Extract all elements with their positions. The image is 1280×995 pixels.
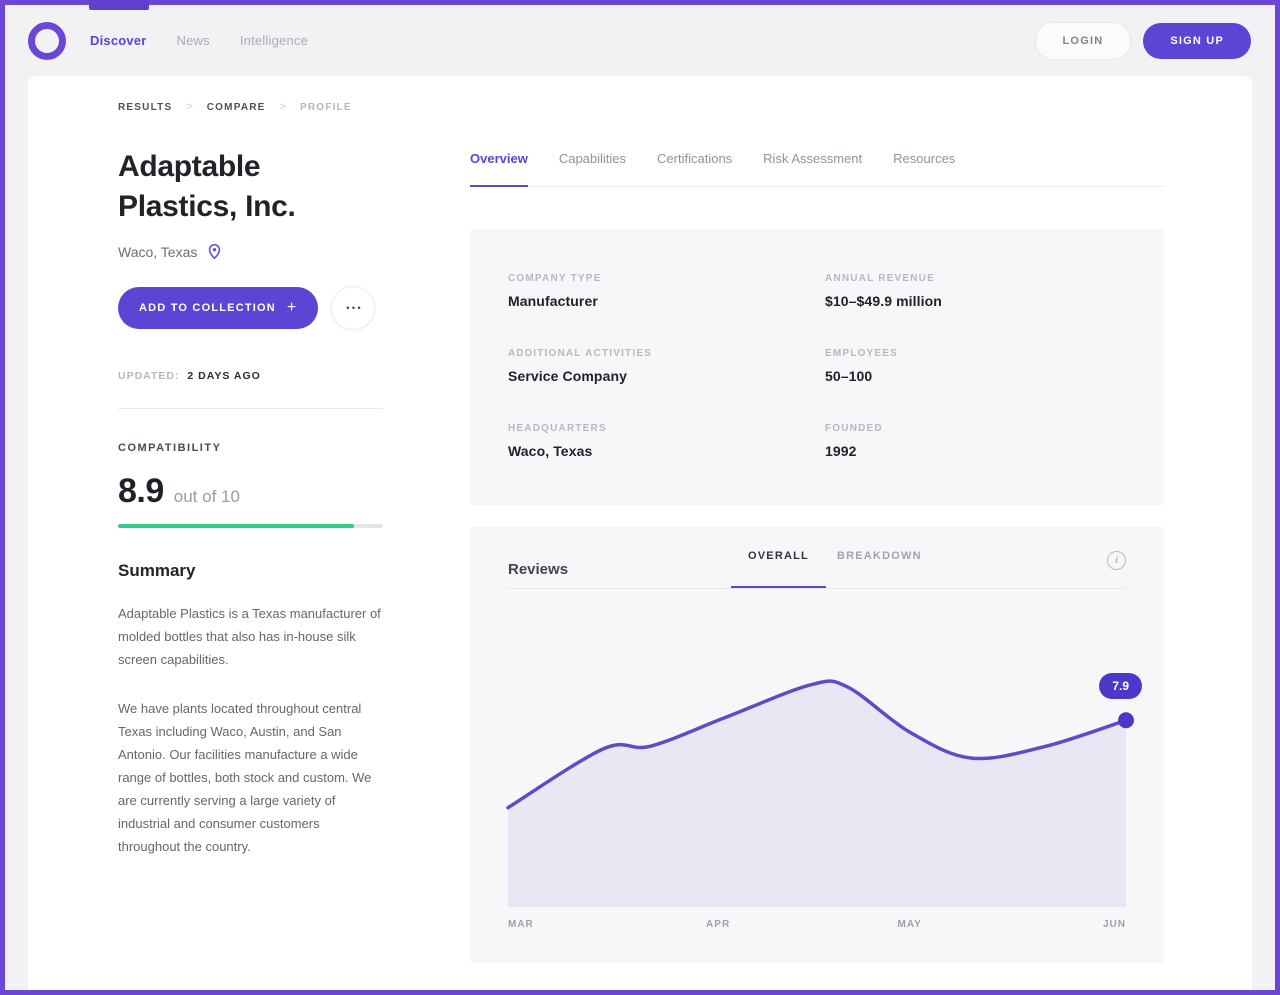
location-pin-icon[interactable] (206, 243, 223, 260)
field-label: FOUNDED (825, 423, 883, 434)
active-nav-indicator (89, 0, 149, 10)
review-trend-line (506, 679, 1128, 810)
breadcrumb: RESULTS > COMPARE > PROFILE (118, 101, 1164, 113)
updated-label: UPDATED: (118, 370, 180, 382)
tab-resources[interactable]: Resources (893, 151, 956, 166)
detail-field-company-type: COMPANY TYPE Manufacturer (508, 273, 825, 309)
info-icon[interactable]: i (1107, 550, 1126, 570)
updated-status: UPDATED: 2 DAYS AGO (118, 370, 383, 382)
main-content-card: RESULTS > COMPARE > PROFILE Adaptable Pl… (28, 76, 1252, 990)
field-value: Service Company (508, 368, 627, 384)
x-label-jun: JUN (1102, 919, 1126, 930)
updated-value: 2 DAYS AGO (187, 370, 261, 382)
summary-paragraph-2: We have plants located throughout centra… (118, 701, 372, 854)
review-trend-chart: 7.9 (506, 647, 1142, 907)
reviews-card: Reviews OVERALL BREAKDOWN i 7.9 (470, 527, 1164, 963)
x-label-apr: APR (706, 919, 731, 930)
detail-field-founded: FOUNDED 1992 (825, 423, 1134, 459)
field-value: 1992 (825, 443, 857, 459)
add-to-collection-label: ADD TO COLLECTION (139, 302, 276, 314)
field-label: ANNUAL REVENUE (825, 273, 935, 284)
profile-detail-column: Overview Capabilities Certifications Ris… (470, 139, 1164, 963)
reviews-tabs: OVERALL BREAKDOWN (731, 550, 922, 588)
field-value: 50–100 (825, 368, 873, 384)
chart-x-axis: MAR APR MAY JUN (508, 919, 1126, 933)
detail-field-additional-activities: ADDITIONAL ACTIVITIES Service Company (508, 348, 825, 384)
review-trend-endpoint-dot (1118, 712, 1134, 729)
profile-summary-column: Adaptable Plastics, Inc. Waco, Texas ADD… (118, 139, 383, 963)
x-label-may: MAY (897, 919, 922, 930)
reviews-tab-overall[interactable]: OVERALL (731, 550, 826, 588)
topbar-actions: LOGIN SIGN UP (1034, 21, 1251, 60)
field-label: EMPLOYEES (825, 348, 899, 359)
profile-tabs: Overview Capabilities Certifications Ris… (470, 151, 1164, 187)
compatibility-score: 8.9 (118, 472, 164, 510)
summary-paragraph-1: Adaptable Plastics is a Texas manufactur… (118, 606, 381, 667)
reviews-tab-breakdown[interactable]: BREAKDOWN (836, 550, 922, 562)
field-value: $10–$49.9 million (825, 293, 942, 309)
breadcrumb-compare[interactable]: COMPARE (206, 101, 266, 113)
top-bar: Discover News Intelligence LOGIN SIGN UP (5, 0, 1275, 76)
nav-item-news[interactable]: News (176, 33, 210, 48)
field-value: Manufacturer (508, 293, 598, 309)
app-logo[interactable] (28, 21, 66, 60)
plus-icon: + (286, 298, 298, 316)
review-trend-area (508, 681, 1126, 907)
primary-nav: Discover News Intelligence (90, 33, 308, 48)
review-trend-svg (506, 679, 1134, 907)
signup-button[interactable]: SIGN UP (1143, 22, 1251, 59)
tab-overview[interactable]: Overview (470, 151, 528, 187)
tab-certifications[interactable]: Certifications (657, 151, 733, 166)
compatibility-score-suffix: out of 10 (173, 487, 240, 506)
detail-field-annual-revenue: ANNUAL REVENUE $10–$49.9 million (825, 273, 1134, 309)
ellipsis-icon: ••• (346, 303, 364, 313)
detail-field-employees: EMPLOYEES 50–100 (825, 348, 1134, 384)
compatibility-label: COMPATIBILITY (118, 442, 222, 454)
chevron-right-icon: > (279, 101, 286, 113)
x-label-mar: MAR (508, 919, 534, 930)
more-options-button[interactable]: ••• (331, 286, 376, 330)
compatibility-progress-fill (118, 524, 354, 528)
divider (118, 408, 383, 409)
field-label: ADDITIONAL ACTIVITIES (508, 348, 653, 359)
divider (508, 588, 1126, 589)
chevron-right-icon: > (186, 101, 193, 113)
current-score-badge: 7.9 (1099, 673, 1142, 700)
add-to-collection-button[interactable]: ADD TO COLLECTION + (118, 287, 319, 329)
nav-item-discover[interactable]: Discover (90, 33, 147, 48)
reviews-title: Reviews (508, 560, 569, 578)
tab-capabilities[interactable]: Capabilities (558, 151, 627, 166)
field-value: Waco, Texas (508, 443, 593, 459)
company-details-card: COMPANY TYPE Manufacturer ANNUAL REVENUE… (470, 229, 1164, 505)
compatibility-progress-track (118, 524, 383, 528)
breadcrumb-results[interactable]: RESULTS (118, 101, 173, 113)
field-label: HEADQUARTERS (508, 423, 607, 434)
detail-field-headquarters: HEADQUARTERS Waco, Texas (508, 423, 825, 459)
login-button[interactable]: LOGIN (1034, 21, 1132, 60)
company-location: Waco, Texas (118, 243, 198, 260)
tab-risk-assessment[interactable]: Risk Assessment (763, 151, 863, 166)
breadcrumb-profile: PROFILE (299, 101, 352, 113)
nav-item-intelligence[interactable]: Intelligence (239, 33, 309, 48)
summary-heading: Summary (118, 561, 196, 580)
field-label: COMPANY TYPE (508, 273, 602, 284)
company-name: Adaptable Plastics, Inc. (118, 150, 296, 223)
